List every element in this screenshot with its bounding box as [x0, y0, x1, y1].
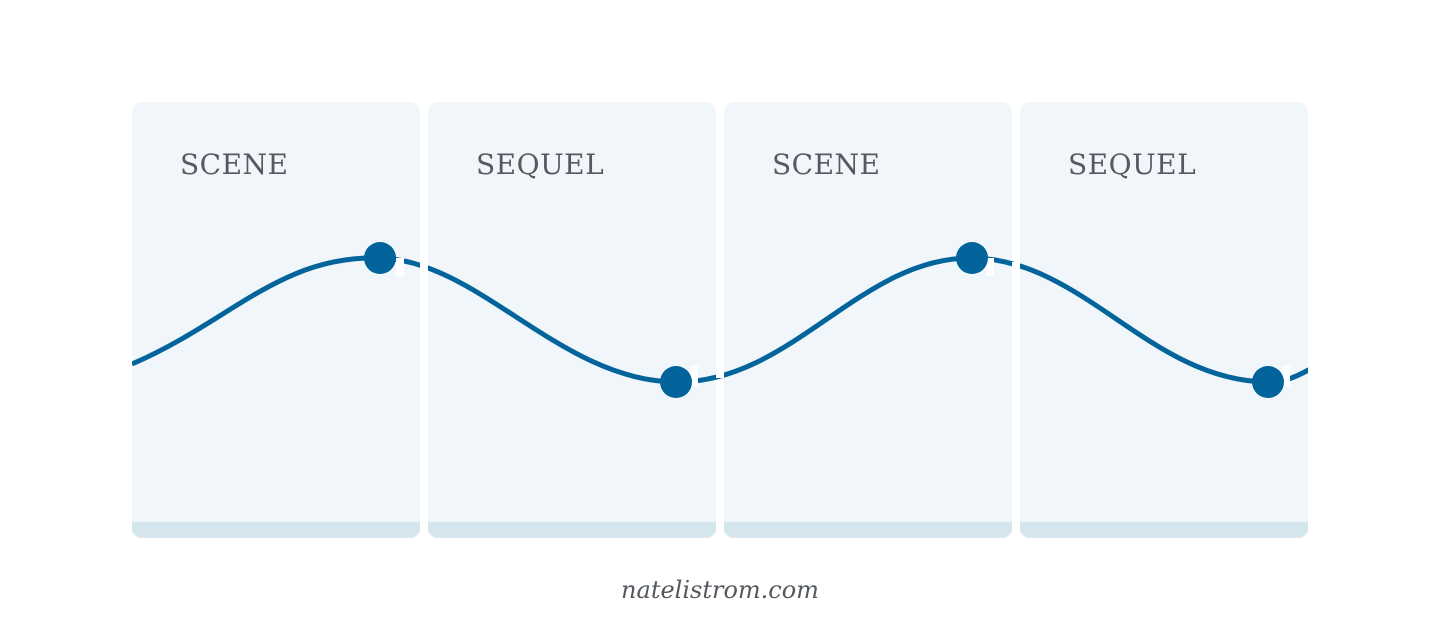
- trough-marker-1: [660, 366, 692, 398]
- panel-label-sequel-2: SEQUEL: [1068, 148, 1197, 181]
- panel-label-scene-2: SCENE: [772, 148, 881, 181]
- panel-label-scene-1: SCENE: [180, 148, 289, 181]
- panel-sequel-1: [428, 102, 716, 538]
- panel-scene-2: [724, 102, 1012, 538]
- curve-gaps: [396, 258, 1290, 386]
- peak-marker-1: [364, 242, 396, 274]
- wave-curve: [132, 255, 1308, 385]
- site-url: natelistrom.com: [621, 576, 819, 604]
- panel-label-sequel-1: SEQUEL: [476, 148, 605, 181]
- panel-scene-1: [132, 102, 420, 538]
- panel-sequel-2: [1020, 102, 1308, 538]
- peak-marker-2: [956, 242, 988, 274]
- trough-marker-2: [1252, 366, 1284, 398]
